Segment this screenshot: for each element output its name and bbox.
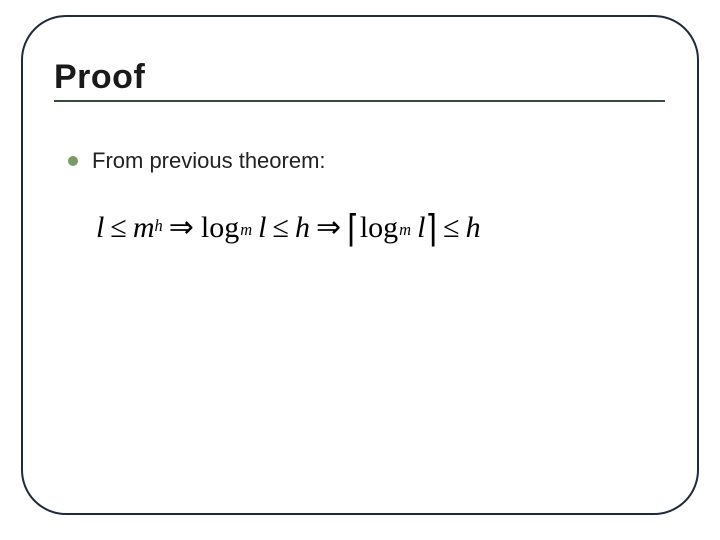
fn-log: log xyxy=(360,211,398,245)
title-block: Proof xyxy=(54,58,145,97)
var-h: h xyxy=(466,211,481,245)
formula: l ≤ mh ⇒ logm l ≤ h ⇒ ⌈ logm l ⌉ ≤ h xyxy=(96,210,481,245)
var-h: h xyxy=(295,211,310,245)
op-le: ≤ xyxy=(272,211,288,245)
op-implies: ⇒ xyxy=(169,210,194,245)
ceil-left-icon: ⌈ xyxy=(347,208,359,252)
bullet-row: From previous theorem: xyxy=(68,148,326,174)
sup-h: h xyxy=(154,216,162,236)
var-l: l xyxy=(417,211,425,245)
sub-m: m xyxy=(399,220,411,240)
op-le: ≤ xyxy=(110,211,126,245)
var-l: l xyxy=(258,211,266,245)
sub-m: m xyxy=(240,220,252,240)
fn-log: log xyxy=(201,211,239,245)
op-le: ≤ xyxy=(443,211,459,245)
var-m: m xyxy=(133,211,155,245)
slide-title: Proof xyxy=(54,58,145,97)
slide: Proof From previous theorem: l ≤ mh ⇒ lo… xyxy=(0,0,720,540)
bullet-text: From previous theorem: xyxy=(92,148,326,174)
bullet-dot-icon xyxy=(68,156,78,166)
ceil-right-icon: ⌉ xyxy=(425,208,437,252)
var-l: l xyxy=(96,211,104,245)
op-implies: ⇒ xyxy=(316,210,341,245)
title-underline xyxy=(54,100,665,102)
